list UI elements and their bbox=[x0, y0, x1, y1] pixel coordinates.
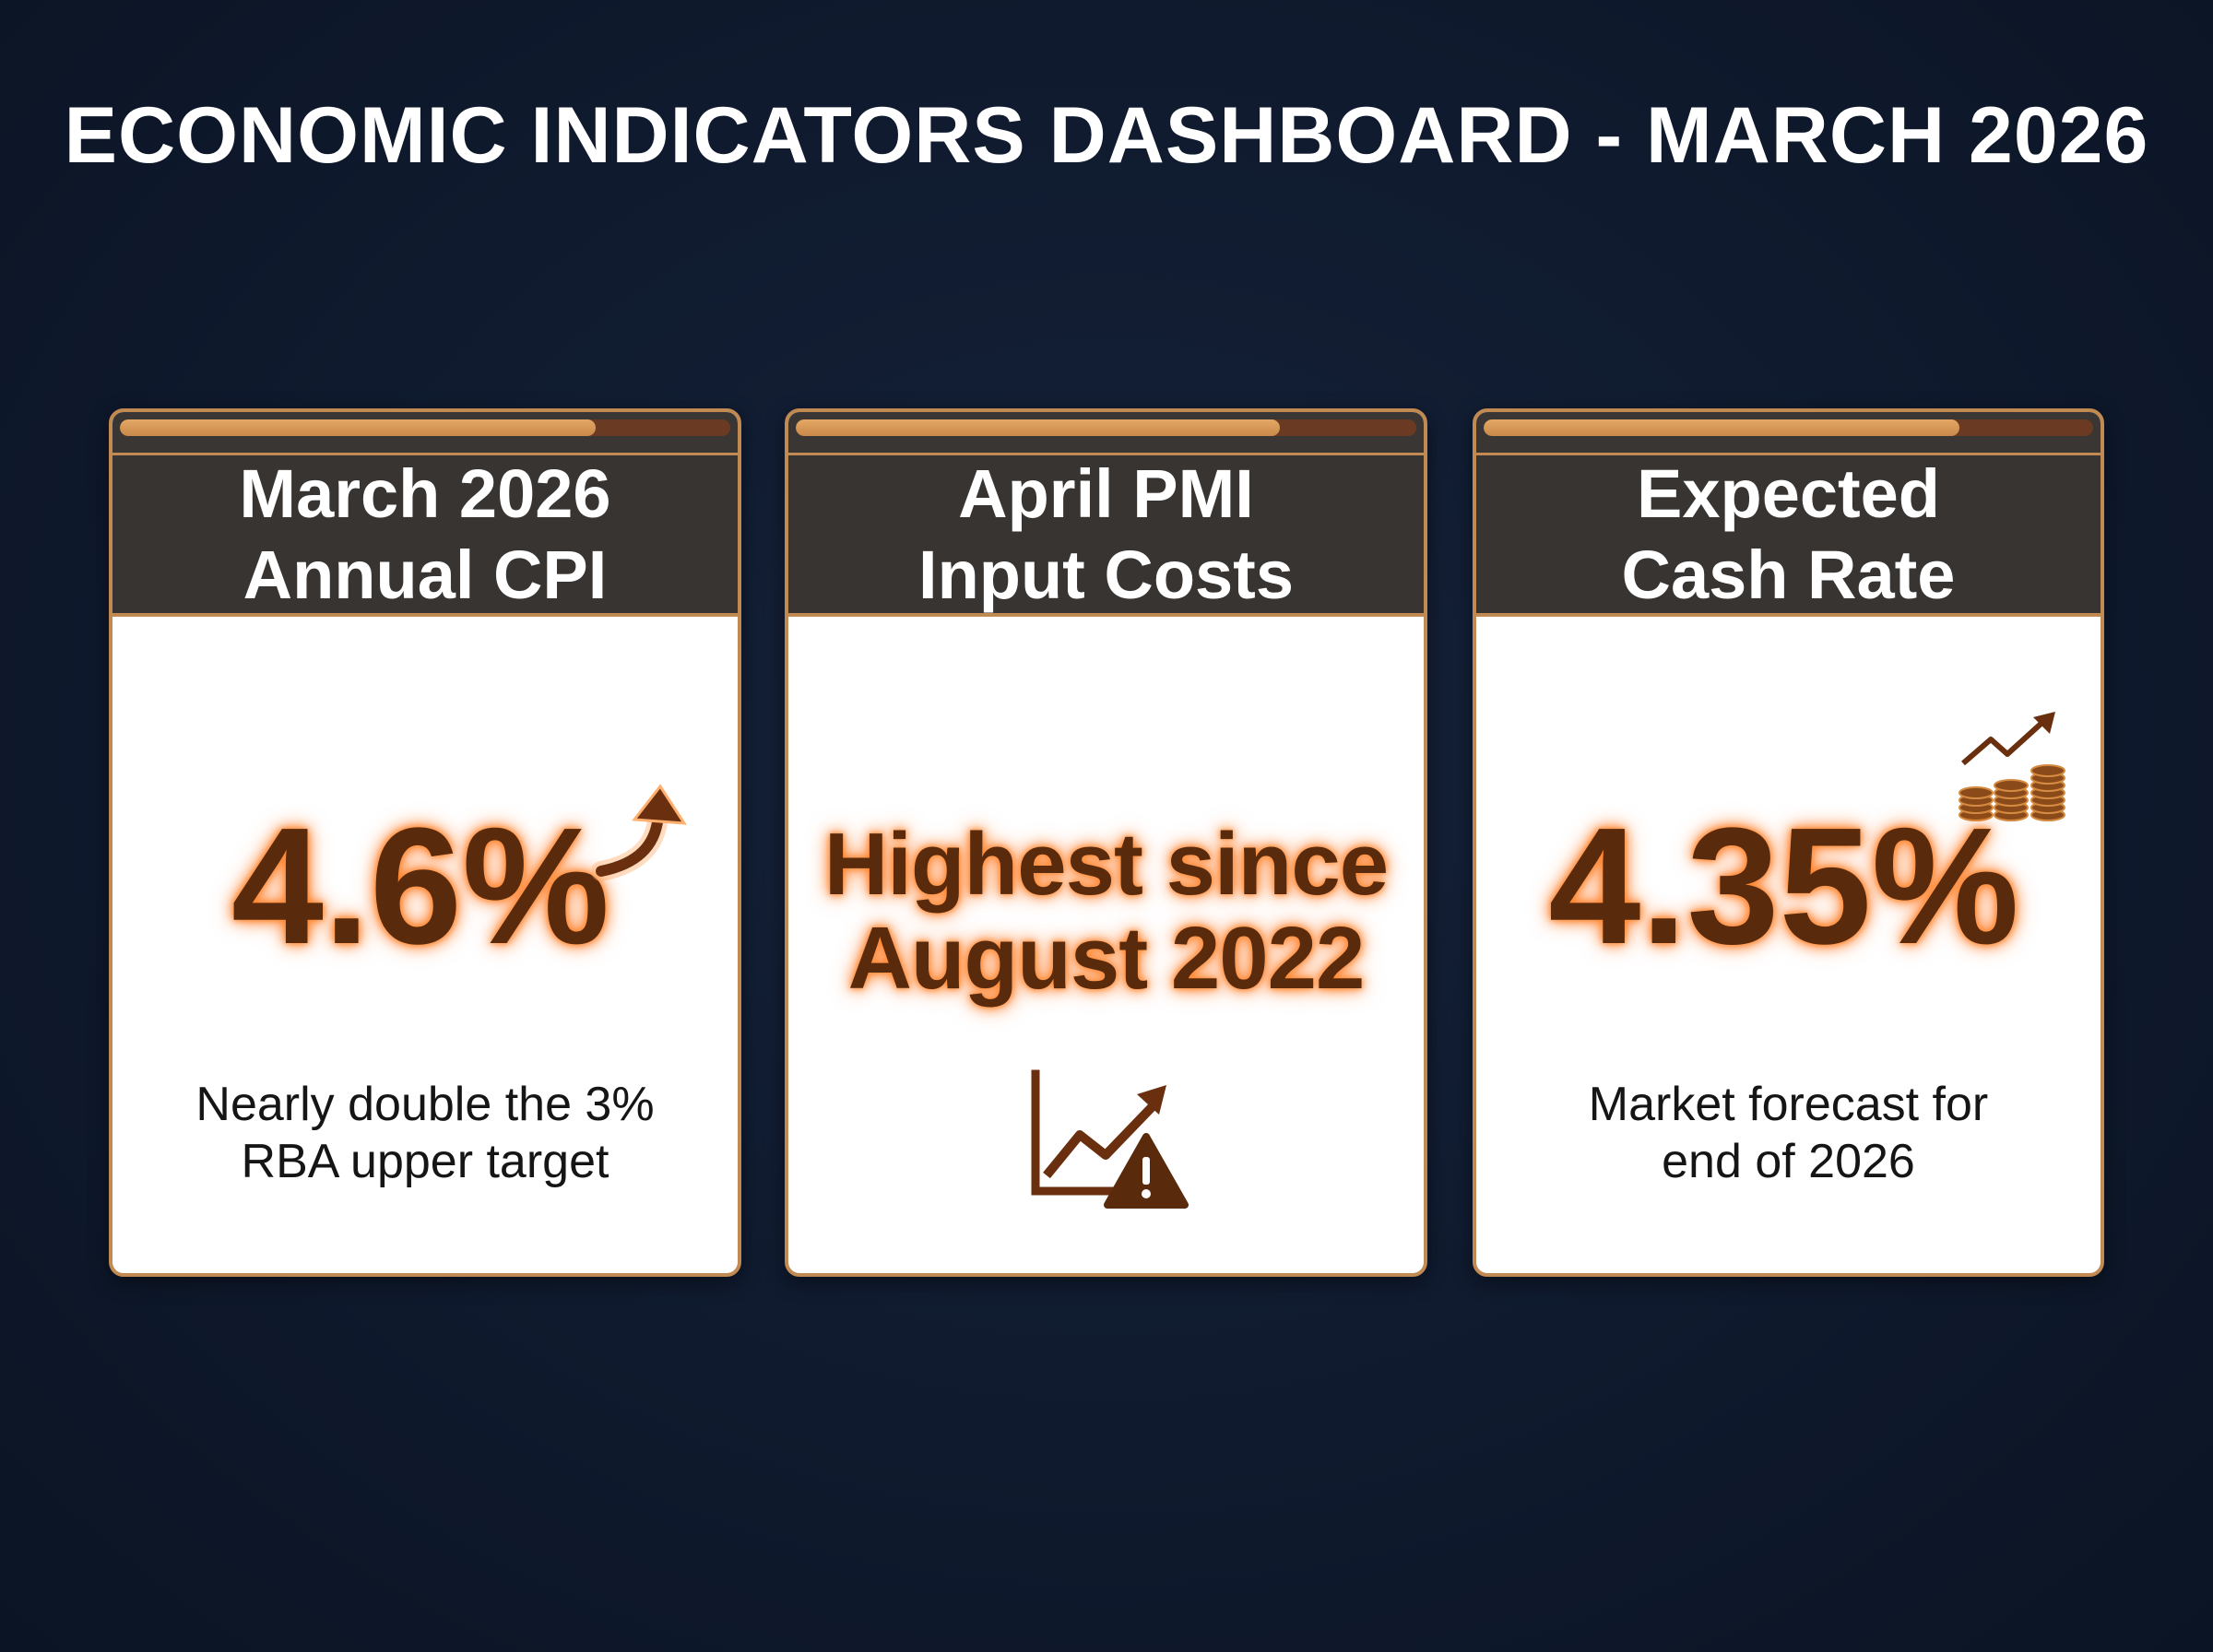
card-title-line1: Expected bbox=[1636, 454, 1941, 532]
cpi-card: March 2026 Annual CPI 4.6% Nearly double… bbox=[109, 408, 741, 1277]
card-title: Expected Cash Rate bbox=[1622, 454, 1956, 616]
card-title-line2: Annual CPI bbox=[243, 536, 608, 613]
card-title-line1: March 2026 bbox=[239, 454, 611, 532]
card-title: March 2026 Annual CPI bbox=[239, 454, 610, 616]
cash-rate-value: 4.35% bbox=[1548, 794, 2019, 979]
pmi-card: April PMI Input Costs Highest since Augu… bbox=[785, 408, 1427, 1277]
trend-up-arrow-icon bbox=[592, 784, 687, 881]
card-header: April PMI Input Costs bbox=[788, 455, 1424, 617]
cpi-description: Nearly double the 3% RBA upper target bbox=[195, 1078, 655, 1188]
chart-warning-icon bbox=[1031, 1069, 1189, 1209]
card-progress-bar bbox=[788, 412, 1424, 455]
card-title-line2: Cash Rate bbox=[1621, 536, 1956, 613]
card-title: April PMI Input Costs bbox=[918, 454, 1294, 616]
card-progress-bar bbox=[112, 412, 738, 455]
cpi-value: 4.6% bbox=[231, 794, 610, 979]
card-header: March 2026 Annual CPI bbox=[112, 455, 738, 617]
card-header: Expected Cash Rate bbox=[1476, 455, 2101, 617]
coins-growth-icon bbox=[1959, 712, 2065, 821]
cash-rate-card: Expected Cash Rate 4.35% Market forecast… bbox=[1473, 408, 2104, 1277]
cash-rate-description: Market forecast for end of 2026 bbox=[1588, 1078, 1989, 1188]
card-title-line1: April PMI bbox=[958, 454, 1254, 532]
page-title: ECONOMIC INDICATORS DASHBOARD - MARCH 20… bbox=[64, 91, 2149, 180]
card-title-line2: Input Costs bbox=[918, 536, 1294, 613]
pmi-value: Highest since August 2022 bbox=[823, 815, 1389, 1008]
card-progress-bar bbox=[1476, 412, 2101, 455]
